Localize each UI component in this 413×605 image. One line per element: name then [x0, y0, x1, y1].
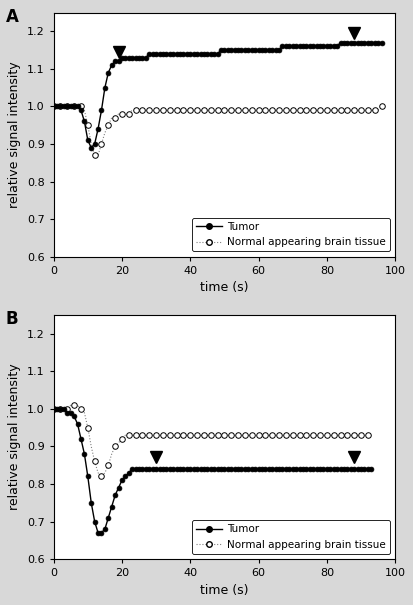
X-axis label: time (s): time (s)	[199, 281, 248, 294]
Y-axis label: relative signal intensity: relative signal intensity	[8, 61, 21, 208]
Legend: Tumor, Normal appearing brain tissue: Tumor, Normal appearing brain tissue	[191, 218, 389, 251]
X-axis label: time (s): time (s)	[199, 584, 248, 597]
Text: A: A	[6, 8, 19, 25]
Legend: Tumor, Normal appearing brain tissue: Tumor, Normal appearing brain tissue	[191, 520, 389, 554]
Text: B: B	[6, 310, 19, 328]
Y-axis label: relative signal intensity: relative signal intensity	[8, 364, 21, 511]
